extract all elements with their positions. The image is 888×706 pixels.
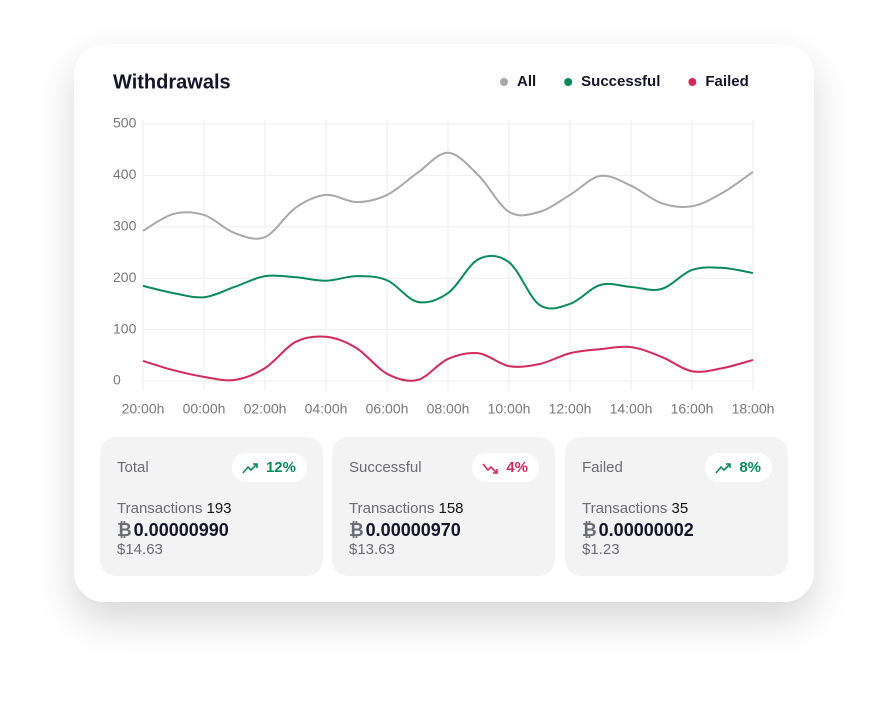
legend-label: All xyxy=(517,73,536,90)
series-line xyxy=(142,151,754,240)
amount-value: 0.00000002 xyxy=(598,520,694,540)
chart: Withdrawals 0 100 200 300 400 500 20:00h 00:00h… xyxy=(113,71,775,417)
change-value: 8% xyxy=(739,459,761,476)
y-tick-label: 500 xyxy=(113,115,137,131)
y-tick-label: 200 xyxy=(113,269,137,285)
y-tick-label: 100 xyxy=(113,320,137,336)
change-badge: 12% xyxy=(231,453,307,482)
usd-value: $1.23 xyxy=(582,541,620,558)
change-badge: 4% xyxy=(472,453,539,482)
transactions: Transactions 35 xyxy=(582,500,688,517)
series-line xyxy=(142,254,754,310)
trend-icon xyxy=(242,462,258,474)
trend-arrow xyxy=(715,462,732,474)
legend-label: Successful xyxy=(581,73,660,90)
x-tick-label: 14:00h xyxy=(610,401,653,417)
currency-symbol: ₿ xyxy=(117,520,132,540)
x-tick-label: 10:00h xyxy=(488,401,531,417)
x-tick-label: 12:00h xyxy=(549,401,592,417)
transactions: Transactions 193 xyxy=(117,500,232,517)
x-tick-label: 04:00h xyxy=(305,401,348,417)
y-tick-label: 0 xyxy=(113,372,121,388)
currency-symbol: ₿ xyxy=(349,520,364,540)
chart-title: Withdrawals xyxy=(113,71,231,93)
legend-dot xyxy=(500,78,508,86)
transactions-label: Transactions xyxy=(117,500,203,517)
x-tick-label: 08:00h xyxy=(427,401,470,417)
transactions-label: Transactions xyxy=(349,500,435,517)
trend-icon xyxy=(482,462,499,474)
usd-value: $14.63 xyxy=(117,541,163,558)
amount-value: 0.00000990 xyxy=(133,520,229,540)
transactions-count: 158 xyxy=(438,500,464,517)
x-tick-label: 18:00h xyxy=(732,401,775,417)
withdrawals-card: Withdrawals 0 100 200 300 400 500 20:00h 00:00h… xyxy=(74,44,814,602)
amount: ₿ 0.00000970 xyxy=(349,520,461,541)
x-tick-label: 00:00h xyxy=(183,401,226,417)
transactions-label: Transactions xyxy=(582,500,668,517)
legend-dot xyxy=(564,78,573,86)
x-tick-label: 02:00h xyxy=(244,401,287,417)
x-tick-label: 16:00h xyxy=(671,401,714,417)
trend-arrow xyxy=(482,462,499,474)
trend-arrow xyxy=(242,462,258,474)
y-tick-label: 400 xyxy=(113,166,137,182)
legend-label: Failed xyxy=(705,73,748,90)
stat-label: Successful xyxy=(349,459,422,476)
stat-card: Successful 4% Transactions 158 ₿ 0.00000970 $… xyxy=(332,437,555,576)
transactions-count: 35 xyxy=(671,500,689,517)
legend-dot xyxy=(688,78,697,86)
amount-value: 0.00000970 xyxy=(365,520,461,540)
change-badge: 8% xyxy=(705,453,772,482)
amount: ₿ 0.00000990 xyxy=(117,520,229,541)
usd-value: $13.63 xyxy=(349,541,395,558)
currency-symbol: ₿ xyxy=(582,520,597,540)
amount: ₿ 0.00000002 xyxy=(582,520,694,541)
stat-label: Total xyxy=(117,459,149,476)
transactions-count: 193 xyxy=(206,500,232,517)
transactions: Transactions 158 xyxy=(349,500,464,517)
stat-card: Failed 8% Transactions 35 ₿ 0.00000002 $1.23 xyxy=(565,437,788,576)
change-value: 12% xyxy=(265,459,296,476)
series-line xyxy=(142,335,754,382)
stat-label: Failed xyxy=(582,459,623,476)
trend-icon xyxy=(715,462,732,474)
stat-card: Total 12% Transactions 193 ₿ 0.00000990 $14.6… xyxy=(100,437,323,576)
x-tick-label: 20:00h xyxy=(122,401,165,417)
x-tick-label: 06:00h xyxy=(366,401,409,417)
y-tick-label: 300 xyxy=(113,218,137,234)
change-value: 4% xyxy=(506,459,528,476)
